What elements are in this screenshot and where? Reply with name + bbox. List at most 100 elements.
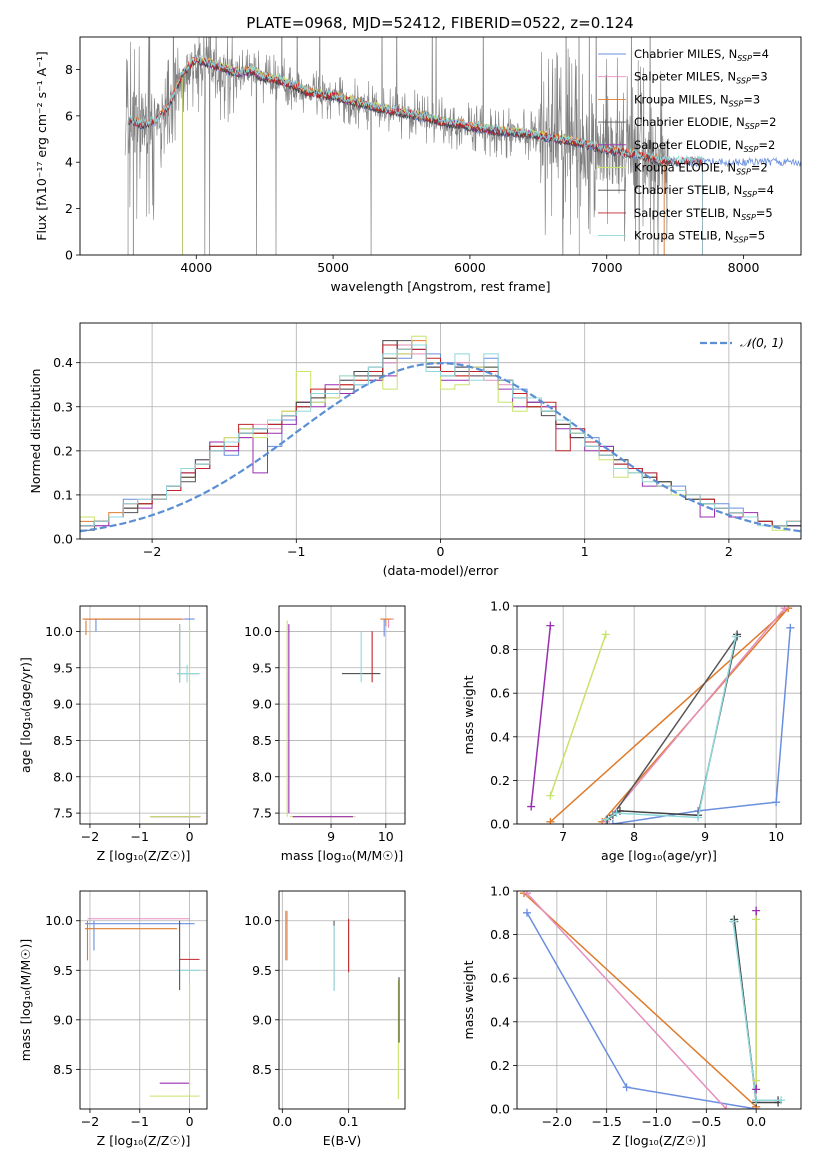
legend-text: Salpeter ELODIE, N (634, 138, 744, 152)
weight-line-salpeter-miles (605, 607, 786, 823)
y-axis-label: Normed distribution (28, 369, 43, 494)
legend-subscript: SSP (729, 99, 744, 108)
weight-vs-Z-frame (516, 890, 802, 1110)
y-tick-label: 4 (65, 155, 73, 170)
x-tick-label: 7 (559, 829, 567, 844)
figure-title: PLATE=0968, MJD=52412, FIBERID=0522, z=0… (246, 14, 633, 32)
x-axis-label: age [log₁₀(age/yr)] (601, 848, 717, 863)
x-tick-label: 0.0 (746, 1114, 766, 1129)
weight-vs-age-plot-area (527, 606, 795, 824)
weight-marker (601, 630, 610, 639)
x-tick-label: −1 (131, 829, 149, 844)
x-tick-label: 8 (630, 829, 638, 844)
x-tick-label: 9 (701, 829, 709, 844)
weight-marker (546, 817, 555, 824)
x-tick-label: 1 (581, 544, 589, 559)
weight-line-kroupa-stelib (605, 636, 737, 821)
x-tick-label: 8000 (728, 260, 760, 275)
residuals-axes: −2 −1 0 1 2 0.0 0.1 0.2 0.3 0.4 (data-model)/error… (28, 323, 801, 578)
x-tick-label: 0.0 (272, 1114, 292, 1129)
x-tick-label: −1.5 (592, 1114, 622, 1129)
legend-subscript: SSP (742, 190, 757, 199)
y-axis-label: mass weight (461, 960, 476, 1039)
y-tick-label: 9.5 (252, 963, 272, 978)
normal-curve (80, 361, 801, 533)
y-tick-label: 0.4 (53, 355, 73, 370)
weight-line-kroupa-miles (549, 607, 789, 823)
legend-tail: =5 (748, 229, 765, 243)
spectrum-data-line (124, 37, 669, 255)
weight-vs-age-axes: 7 8 9 10 0.0 0.2 0.4 0.6 0.8 1.0 age [log₁₀(age/yr… (461, 599, 801, 863)
y-tick-label: 10.0 (45, 624, 73, 639)
x-tick-label: 4000 (180, 260, 212, 275)
residuals-frame (79, 322, 802, 540)
y-tick-label: 10.0 (244, 913, 272, 928)
weight-line-chabrier-miles (612, 627, 792, 824)
weight-line-salpeter-miles (526, 892, 727, 1109)
legend-tail: =4 (752, 47, 769, 61)
y-tick-label: 8.0 (252, 769, 272, 784)
legend-entry: 𝒩(0, 1) (740, 336, 784, 350)
age-vs-Z-axes: −2 −1 0 7.5 8.0 8.5 9.0 9.5 10.0 Z [log₁₀(Z/Z☉)] a… (18, 606, 207, 863)
legend-tail: =2 (760, 115, 777, 129)
y-tick-label: 9.5 (252, 660, 272, 675)
x-axis-label: Z [log₁₀(Z/Z☉)] (612, 1133, 706, 1148)
x-tick-label: 10 (378, 829, 394, 844)
hist-kroupa-stelib (80, 344, 801, 539)
x-tick-label: −2 (143, 544, 161, 559)
age-vs-Z-frame (79, 605, 208, 825)
weight-marker (608, 820, 617, 824)
legend-subscript: SSP (745, 122, 760, 131)
legend-entry: Salpeter MILES, NSSP=3 (634, 70, 768, 86)
y-tick-label: 0.0 (490, 817, 510, 832)
x-tick-label: −0.5 (691, 1114, 721, 1129)
model-line-salpeter-stelib (127, 56, 703, 167)
legend-text: Chabrier STELIB, N (634, 183, 742, 197)
legend-entry: Salpeter ELODIE, NSSP=2 (634, 138, 775, 154)
weight-line-kroupa-elodie (549, 634, 607, 796)
legend-entry: Chabrier ELODIE, NSSP=2 (634, 115, 776, 131)
weight-marker (777, 1096, 786, 1105)
mass-vs-EBV-frame (278, 890, 406, 1110)
x-tick-label: 0 (437, 544, 445, 559)
weight-marker (546, 791, 555, 800)
legend-tail: =3 (743, 92, 760, 106)
y-tick-label: 9.0 (53, 697, 73, 712)
y-tick-label: 8.5 (252, 1062, 272, 1077)
residuals-plot-area (80, 335, 801, 539)
weight-marker (752, 1076, 761, 1085)
weight-marker (546, 621, 555, 630)
x-tick-label: 6000 (454, 260, 486, 275)
age-vs-mass-plot-area (286, 618, 395, 818)
y-tick-label: 0.2 (490, 773, 510, 788)
x-tick-label: −2 (81, 1114, 99, 1129)
x-tick-label: −2 (81, 829, 99, 844)
x-tick-label: 10 (768, 829, 784, 844)
weight-line-chabrier-elodie (612, 636, 738, 816)
weight-vs-age-frame (516, 605, 802, 825)
legend-entry: Kroupa ELODIE, NSSP=2 (634, 161, 768, 177)
y-tick-label: 7.5 (53, 806, 73, 821)
weight-marker (612, 809, 621, 818)
legend-text: Kroupa MILES, N (634, 92, 729, 106)
legend-tail: =4 (757, 183, 774, 197)
age-vs-mass-frame (278, 605, 406, 825)
x-axis-label: wavelength [Angstrom, rest frame] (330, 279, 550, 294)
legend-tail: =3 (751, 70, 768, 84)
y-tick-label: 0.4 (490, 1014, 510, 1029)
x-tick-label: −1 (287, 544, 305, 559)
y-axis-label: mass [log₁₀(M/M☉)] (18, 939, 33, 1061)
legend-text: Salpeter STELIB, N (634, 206, 741, 220)
y-tick-label: 0.6 (490, 686, 510, 701)
y-tick-label: 9.0 (252, 1012, 272, 1027)
weight-marker (601, 815, 610, 824)
y-tick-label: 10.0 (244, 624, 272, 639)
age-vs-mass-axes: 9 10 7.5 8.0 8.5 9.0 9.5 10.0 mass [log₁₀(M/M☉)] (244, 606, 405, 863)
weight-marker (752, 1096, 761, 1105)
x-axis-label: mass [log₁₀(M/M☉)] (281, 848, 403, 863)
y-tick-label: 9.5 (53, 963, 73, 978)
y-tick-label: 0.2 (490, 1058, 510, 1073)
weight-line-chabrier-miles (526, 912, 757, 1109)
weight-vs-Z-plot-area (519, 891, 786, 1109)
y-tick-label: 1.0 (490, 599, 510, 614)
